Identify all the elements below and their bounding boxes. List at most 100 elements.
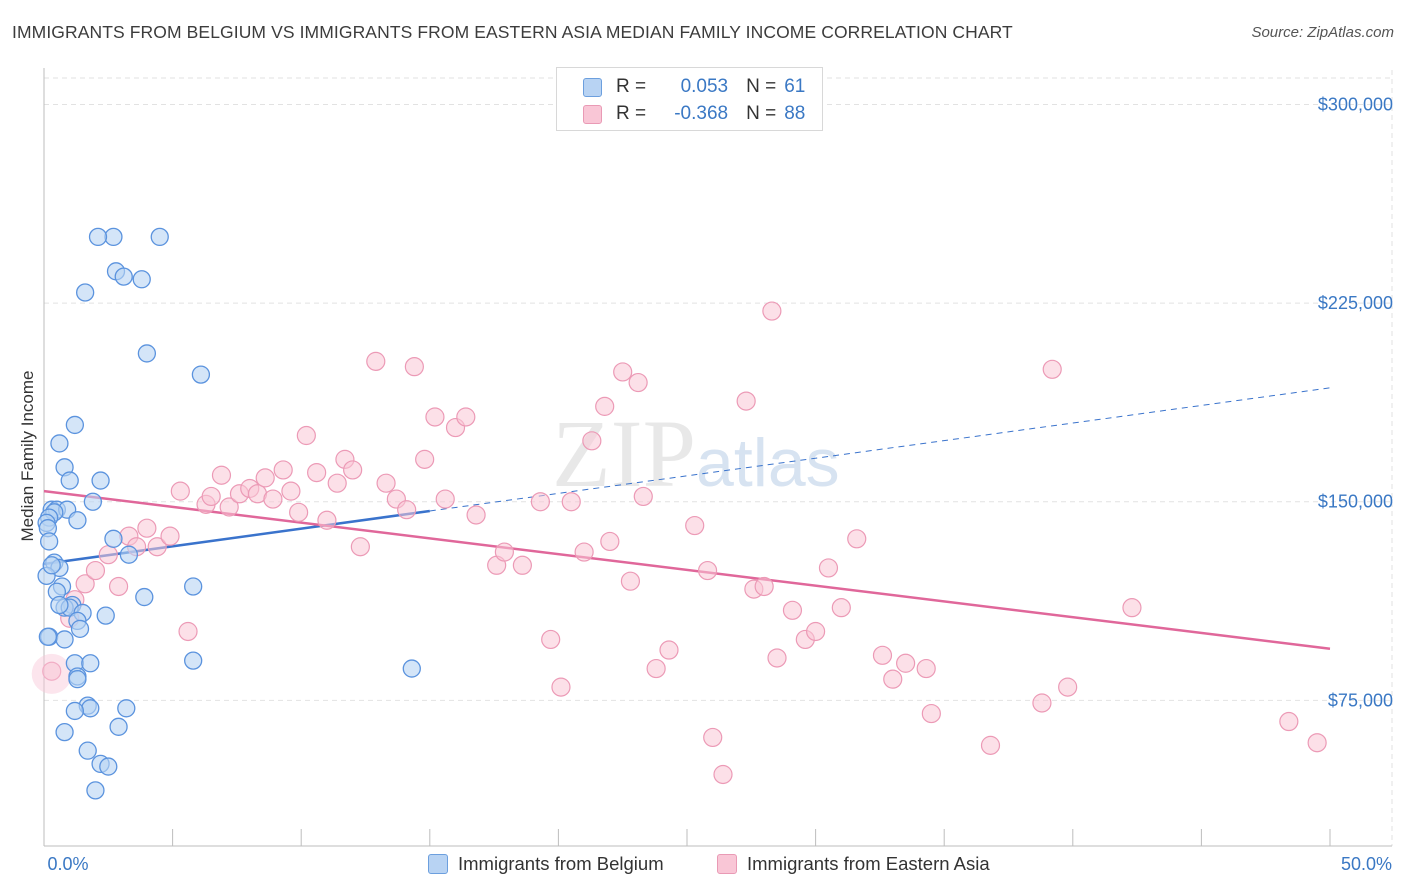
point-eastern-asia: [201, 486, 221, 507]
point-eastern-asia: [456, 407, 476, 427]
point-belgium: [39, 532, 59, 551]
point-belgium: [50, 595, 69, 615]
y-tick-label: $300,000: [1318, 94, 1393, 114]
legend-r-label: R =: [616, 76, 647, 97]
point-eastern-asia: [582, 431, 602, 451]
bottom-legend-belgium: Immigrants from Belgium: [428, 852, 664, 876]
point-eastern-asia: [782, 600, 803, 620]
bottom-legend-swatch-belgium: [428, 854, 448, 874]
point-eastern-asia: [466, 505, 486, 525]
point-eastern-asia: [170, 481, 190, 501]
point-eastern-asia: [281, 481, 301, 501]
point-belgium: [104, 529, 123, 548]
point-eastern-asia: [255, 468, 275, 488]
point-belgium: [184, 651, 203, 670]
point-belgium: [55, 722, 74, 742]
watermark: ZIPatlas: [552, 398, 840, 509]
point-eastern-asia: [366, 351, 386, 371]
data-points: [31, 227, 1327, 800]
point-eastern-asia: [137, 518, 157, 538]
point-belgium: [68, 511, 87, 530]
point-eastern-asia: [42, 661, 62, 681]
point-eastern-asia: [916, 658, 936, 679]
point-eastern-asia: [512, 555, 532, 575]
point-eastern-asia: [1279, 711, 1299, 732]
point-eastern-asia: [108, 576, 129, 597]
point-eastern-asia: [307, 462, 327, 483]
point-eastern-asia: [980, 735, 1001, 755]
point-belgium: [83, 492, 103, 511]
point-belgium: [150, 227, 169, 247]
point-eastern-asia: [263, 489, 283, 509]
point-eastern-asia: [736, 391, 756, 411]
point-eastern-asia: [713, 764, 733, 785]
point-eastern-asia: [847, 529, 867, 549]
point-eastern-asia: [685, 515, 705, 536]
bottom-legend-eastern-asia: Immigrants from Eastern Asia: [717, 852, 990, 876]
point-belgium: [42, 556, 61, 575]
legend-n-value-belgium: 61: [784, 76, 806, 97]
y-tick-label: $75,000: [1328, 690, 1393, 710]
point-eastern-asia: [98, 545, 118, 565]
point-eastern-asia: [343, 460, 363, 480]
point-belgium: [137, 344, 157, 363]
point-eastern-asia: [628, 372, 648, 393]
point-belgium: [55, 630, 74, 649]
watermark-zip: ZIP: [552, 400, 696, 507]
point-eastern-asia: [435, 489, 455, 509]
point-eastern-asia: [551, 677, 571, 697]
point-belgium: [119, 545, 139, 564]
legend-r-label: R =: [616, 103, 647, 124]
point-eastern-asia: [219, 497, 239, 517]
correlation-legend: R = 0.053 N = 61 R = -0.368 N = 88: [556, 67, 823, 131]
point-belgium: [402, 659, 421, 678]
chart-title: IMMIGRANTS FROM BELGIUM VS IMMIGRANTS FR…: [12, 22, 1013, 42]
point-belgium: [132, 270, 151, 289]
point-eastern-asia: [646, 658, 666, 679]
point-eastern-asia: [831, 598, 851, 618]
point-belgium: [91, 471, 110, 490]
point-eastern-asia: [767, 648, 787, 668]
point-eastern-asia: [872, 645, 893, 665]
legend-row-eastern-asia: R = -0.368 N = 88: [583, 102, 805, 126]
point-belgium: [81, 654, 100, 673]
source-credit: Source: ZipAtlas.com: [1251, 24, 1394, 41]
point-eastern-asia: [574, 542, 594, 562]
point-belgium: [65, 701, 85, 721]
point-eastern-asia: [350, 537, 370, 557]
point-eastern-asia: [633, 486, 653, 507]
point-eastern-asia: [397, 500, 417, 520]
legend-n-label: N =: [746, 103, 777, 124]
trend-line-eastern-asia: [43, 489, 1331, 650]
point-eastern-asia: [530, 492, 550, 512]
legend-r-value-eastern-asia: -0.368: [674, 103, 729, 124]
point-eastern-asia: [1058, 677, 1078, 697]
point-eastern-asia-cluster: [31, 653, 72, 694]
point-eastern-asia: [541, 629, 561, 650]
legend-row-belgium: R = 0.053 N = 61: [583, 75, 805, 99]
point-belgium: [104, 227, 123, 247]
point-eastern-asia: [425, 407, 445, 427]
point-belgium: [68, 670, 87, 689]
point-eastern-asia: [147, 537, 167, 557]
point-eastern-asia: [561, 492, 581, 512]
point-eastern-asia: [600, 531, 620, 552]
point-eastern-asia: [762, 301, 782, 321]
x-tick-label: 50.0%: [1341, 854, 1392, 874]
tick-labels: $75,000 $150,000 $225,000 $300,000 0.0% 50.0%: [47, 94, 1393, 874]
point-eastern-asia: [494, 542, 514, 562]
point-belgium: [109, 717, 128, 736]
point-eastern-asia: [818, 558, 839, 578]
point-eastern-asia: [1042, 359, 1062, 379]
point-eastern-asia: [595, 396, 615, 416]
point-belgium: [184, 577, 203, 596]
point-eastern-asia: [404, 357, 424, 377]
legend-n-label: N =: [746, 76, 777, 97]
axes: [43, 68, 1392, 847]
point-eastern-asia: [317, 510, 337, 530]
point-belgium: [50, 434, 69, 453]
trend-line-belgium-extrapolated: [429, 387, 1331, 512]
point-belgium: [191, 365, 211, 384]
bottom-legend-label-eastern-asia: Immigrants from Eastern Asia: [747, 853, 990, 874]
point-belgium: [81, 699, 100, 718]
